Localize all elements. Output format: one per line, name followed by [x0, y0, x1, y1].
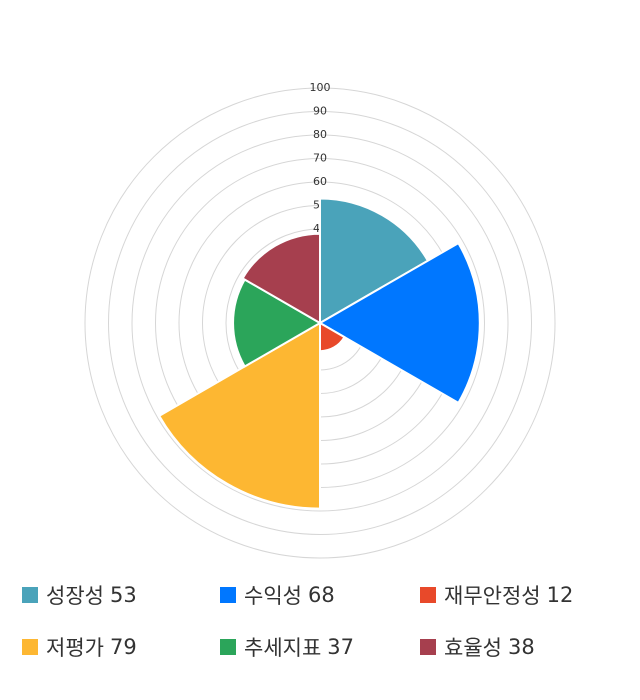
legend-value: 37	[327, 635, 355, 659]
wedge	[319, 197, 430, 325]
legend-value: 53	[109, 583, 137, 607]
legend-value: 12	[546, 583, 574, 607]
chart: 102030405060708090100	[84, 81, 556, 559]
legend-swatch	[220, 639, 236, 655]
grid-circle	[84, 87, 556, 559]
legend-swatch	[22, 639, 38, 655]
legend-swatch	[22, 587, 38, 603]
legend-value: 79	[109, 635, 137, 659]
r-tick-label: 80	[313, 128, 327, 141]
r-tick-label: 70	[313, 152, 327, 165]
legend-item: 저평가 79	[22, 632, 137, 662]
grid-circle	[131, 134, 509, 512]
legend-name: 재무안정성	[444, 584, 541, 608]
legend-name: 수익성	[244, 584, 302, 608]
r-tick-label: 60	[313, 175, 327, 188]
wedge	[241, 232, 321, 325]
legend-item: 재무안정성 12	[420, 580, 573, 610]
legend-item: 수익성 68	[220, 580, 335, 610]
legend-name: 성장성	[46, 584, 104, 608]
legend-item: 추세지표 37	[220, 632, 354, 662]
legend-item: 성장성 53	[22, 580, 137, 610]
wedge	[232, 278, 323, 368]
legend-value: 38	[507, 635, 535, 659]
legend-name: 효율성	[444, 636, 502, 660]
legend-swatch	[420, 639, 436, 655]
r-tick-label: 100	[310, 81, 331, 94]
r-tick-label: 90	[313, 105, 327, 118]
legend-name: 저평가	[46, 636, 104, 660]
legend-swatch	[220, 587, 236, 603]
wedge	[317, 241, 481, 405]
grid-circle	[108, 111, 532, 535]
legend-item: 효율성 38	[420, 632, 535, 662]
legend-value: 68	[307, 583, 335, 607]
legend-swatch	[420, 587, 436, 603]
wedge	[157, 321, 321, 510]
legend-name: 추세지표	[244, 636, 322, 660]
